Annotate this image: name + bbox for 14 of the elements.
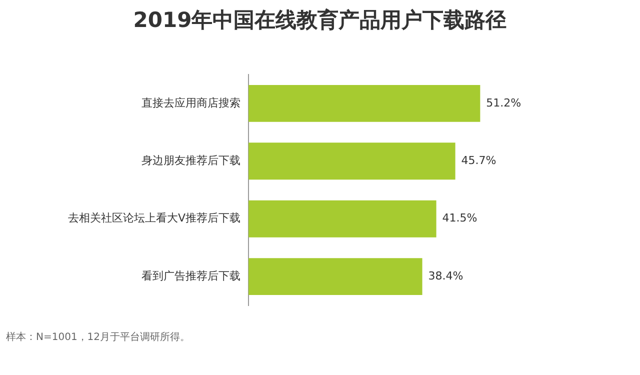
bar (248, 84, 480, 122)
bar (248, 142, 456, 180)
y-tick-label: 去相关社区论坛上看大V推荐后下载 (68, 212, 241, 225)
y-tick-label: 身边朋友推荐后下载 (142, 154, 241, 168)
data-label: 51.2% (486, 96, 522, 110)
y-tick-label: 直接去应用商店搜索 (142, 96, 241, 110)
data-label: 45.7% (461, 154, 496, 168)
text: 样本：N=1001，12月于平台调研所得。 (6, 330, 190, 344)
chart-title: 2019年中国在线教育产品用户下载路径 (132, 7, 508, 34)
bar (248, 258, 422, 296)
data-label: 38.4% (428, 269, 464, 282)
y-tick-label: 看到广告推荐后下载 (142, 269, 241, 282)
data-label: 41.5% (442, 212, 478, 225)
bar (248, 200, 436, 238)
